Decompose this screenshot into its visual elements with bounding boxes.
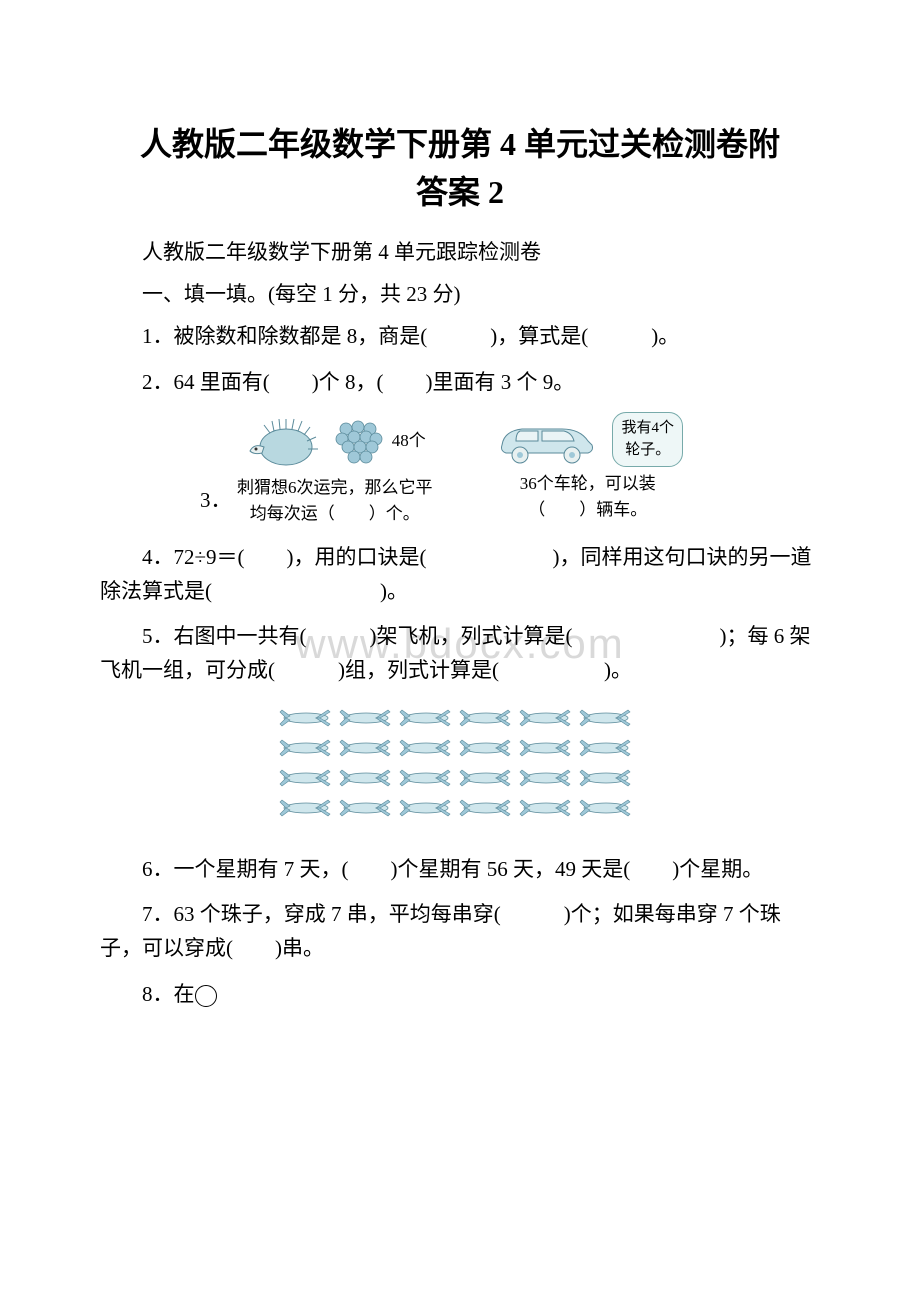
q7-text: 7．63 个珠子，穿成 7 串，平均每串穿( )个；如果每串穿 7 个珠子，可以… <box>100 902 781 960</box>
subtitle: 人教版二年级数学下册第 4 单元跟踪检测卷 <box>100 236 820 266</box>
plane-grid <box>100 700 820 835</box>
q1-text: 1．被除数和除数都是 8，商是( )，算式是( )。 <box>100 320 679 354</box>
q3-fig1-line1: 刺猬想6次运完，那么它平 <box>237 478 433 497</box>
question-4: 4．72÷9＝( )，用的口诀是( )，同样用这句口诀的另一道除法算式是( )。 <box>100 541 820 608</box>
q3-fig2-line2: （ ）辆车。 <box>528 500 647 519</box>
question-1: 1．被除数和除数都是 8，商是( )，算式是( )。 <box>100 320 820 354</box>
q3-bubble-line1: 我有4个 <box>621 420 674 436</box>
title-line-2: 答案 2 <box>416 174 504 210</box>
circle-blank-icon <box>195 985 217 1007</box>
q3-figure-hedgehog: 48个 刺猬想6次运完，那么它平 均每次运（ ）个。 <box>237 411 433 526</box>
planes-icon <box>270 700 650 830</box>
q4-text: 4．72÷9＝( )，用的口诀是( )，同样用这句口诀的另一道除法算式是( )。 <box>100 545 812 603</box>
question-5: 5．右图中一共有( )架飞机，列式计算是( )；每 6 架飞机一组，可分成( )… <box>100 620 820 687</box>
question-8: 8．在 <box>100 978 820 1012</box>
question-3-wrapper: 48个 刺猬想6次运完，那么它平 均每次运（ ）个。 <box>100 411 820 526</box>
title-line-1: 人教版二年级数学下册第 4 单元过关检测卷附 <box>140 126 780 162</box>
q3-figure-car: 我有4个 轮子。 36个车轮，可以装 （ ）辆车。 <box>492 411 683 522</box>
question-6: 6．一个星期有 7 天，( )个星期有 56 天，49 天是( )个星期。 <box>100 853 820 887</box>
car-icon <box>492 411 602 467</box>
q6-text: 6．一个星期有 7 天，( )个星期有 56 天，49 天是( )个星期。 <box>142 857 763 881</box>
page-title: 人教版二年级数学下册第 4 单元过关检测卷附 答案 2 <box>100 120 820 216</box>
q3-fig1-line2: 均每次运（ ）个。 <box>250 504 420 523</box>
q3-fig2-line1: 36个车轮，可以装 <box>520 474 656 493</box>
grapes-icon <box>330 411 386 471</box>
section-1-header: 一、填一填。(每空 1 分，共 23 分) <box>100 278 820 308</box>
q3-fig1-caption: 刺猬想6次运完，那么它平 均每次运（ ）个。 <box>237 475 433 526</box>
hedgehog-icon <box>244 411 324 471</box>
q3-fig2-bubble: 我有4个 轮子。 <box>612 412 683 467</box>
q3-number-label: 3． <box>200 484 232 514</box>
q3-fig2-caption: 36个车轮，可以装 （ ）辆车。 <box>492 471 683 522</box>
q3-bubble-line2: 轮子。 <box>625 442 670 458</box>
question-2: 2．64 里面有( )个 8，( )里面有 3 个 9。 <box>100 366 820 400</box>
q8-text: 8．在 <box>142 982 195 1006</box>
question-7: 7．63 个珠子，穿成 7 串，平均每串穿( )个；如果每串穿 7 个珠子，可以… <box>100 898 820 965</box>
q5-text: 5．右图中一共有( )架飞机，列式计算是( )；每 6 架飞机一组，可分成( )… <box>100 624 810 682</box>
document-content: 人教版二年级数学下册第 4 单元过关检测卷附 答案 2 人教版二年级数学下册第 … <box>100 120 820 1011</box>
q3-fig1-count: 48个 <box>392 428 426 454</box>
